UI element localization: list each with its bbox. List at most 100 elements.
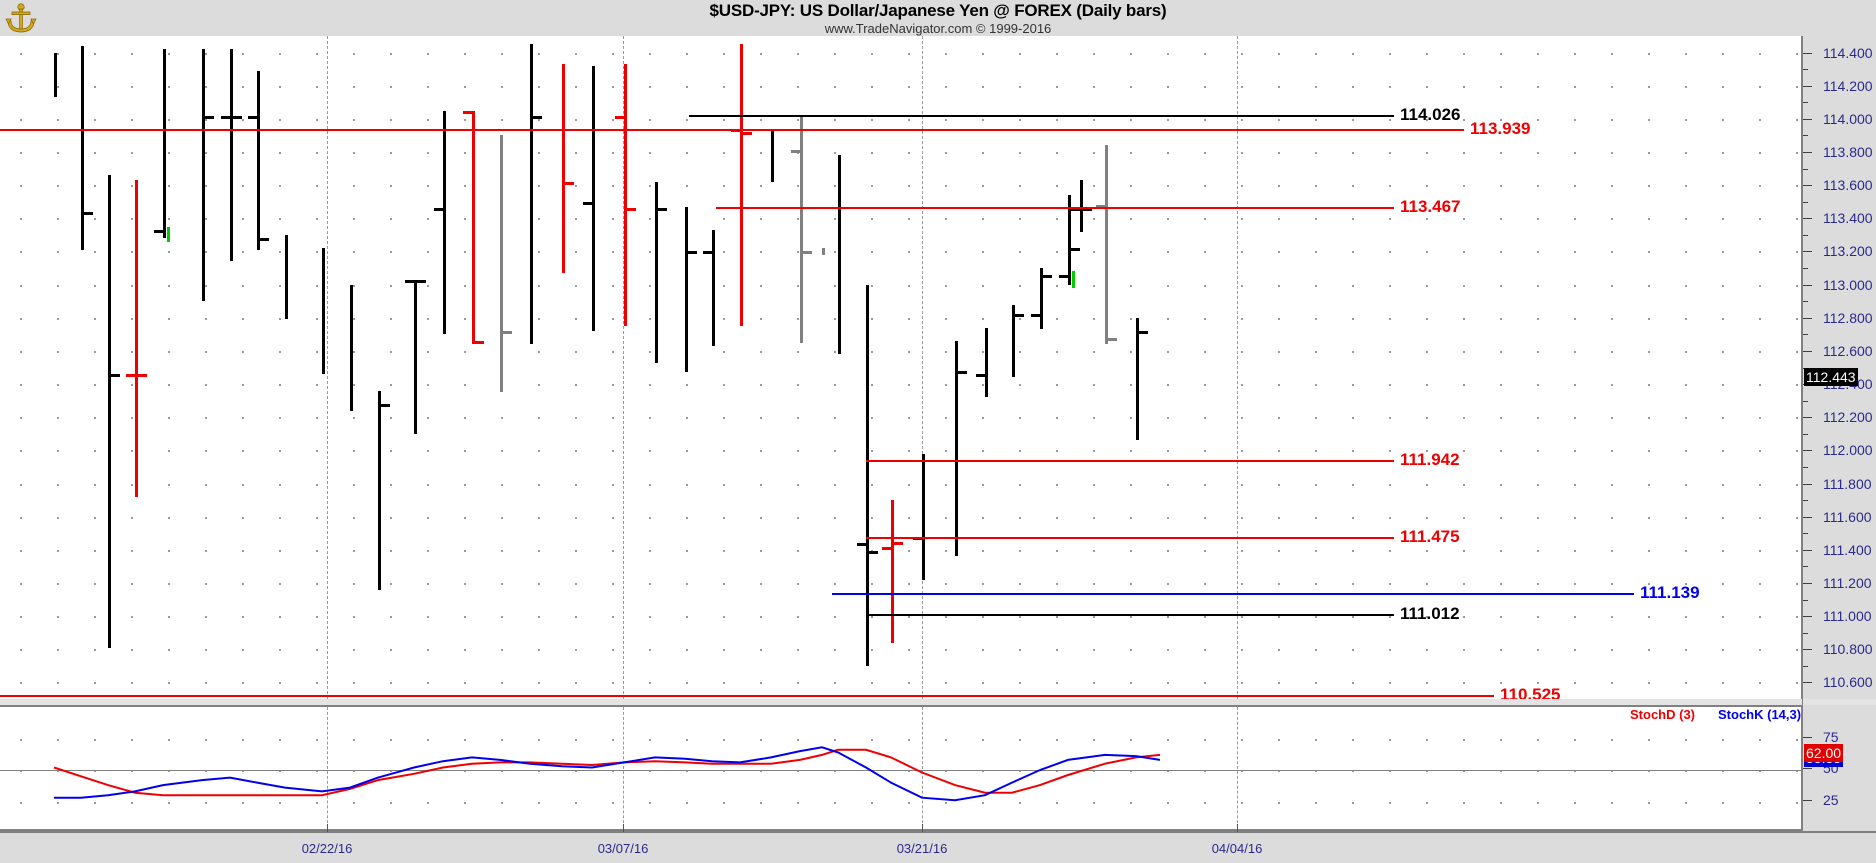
ohlc-bar[interactable] — [500, 135, 503, 393]
price-level-line[interactable] — [716, 207, 1394, 210]
price-level-line[interactable] — [866, 459, 1394, 462]
ohlc-bar[interactable] — [414, 279, 417, 434]
price-axis-tick-label: 111.400 — [1823, 541, 1872, 558]
grid-dot — [1204, 85, 1206, 88]
grid-dot — [945, 152, 947, 155]
grid-dot — [797, 801, 799, 804]
price-level-line[interactable] — [866, 614, 1394, 617]
ohlc-bar[interactable] — [655, 181, 658, 363]
ohlc-bar[interactable] — [54, 52, 57, 98]
ohlc-bar[interactable] — [1136, 317, 1139, 441]
ohlc-bar[interactable] — [771, 128, 774, 182]
ohlc-bar[interactable] — [472, 110, 475, 345]
ohlc-bar[interactable] — [202, 49, 205, 302]
grid-dot — [1278, 682, 1280, 685]
grid-dot — [205, 350, 207, 353]
price-axis[interactable]: 114.400 114.200 114.000 113.800 113.600 113.4… — [1802, 36, 1876, 831]
grid-dot — [205, 384, 207, 387]
grid-dot — [20, 582, 22, 585]
grid-dot — [390, 118, 392, 121]
ohlc-bar[interactable] — [838, 155, 841, 355]
ohlc-bar[interactable] — [624, 64, 627, 327]
grid-dot — [1648, 616, 1650, 619]
ohlc-bar[interactable] — [866, 284, 869, 666]
grid-dot — [1500, 185, 1502, 188]
grid-dot — [1611, 649, 1613, 652]
grid-dot — [1500, 417, 1502, 420]
ohlc-bar[interactable] — [922, 453, 925, 580]
grid-dot — [575, 549, 577, 552]
grid-dot — [538, 152, 540, 155]
grid-dot — [1574, 770, 1576, 772]
grid-dot — [1685, 185, 1687, 188]
ohlc-bar[interactable] — [891, 500, 894, 643]
grid-dot — [1722, 770, 1724, 772]
ohlc-bar[interactable] — [800, 115, 803, 343]
grid-dot — [168, 284, 170, 287]
grid-dot — [797, 384, 799, 387]
ohlc-bar[interactable] — [1072, 271, 1075, 288]
grid-dot — [57, 450, 59, 453]
grid-dot — [1722, 152, 1724, 155]
grid-dot — [1722, 251, 1724, 254]
grid-dot — [834, 218, 836, 221]
grid-dot — [1093, 350, 1095, 353]
ohlc-bar[interactable] — [230, 49, 233, 262]
ohlc-bar[interactable] — [108, 175, 111, 648]
grid-dot — [205, 616, 207, 619]
ohlc-bar[interactable] — [135, 180, 138, 497]
ohlc-bar[interactable] — [443, 110, 446, 335]
price-level-line[interactable] — [866, 537, 1394, 540]
grid-dot — [94, 649, 96, 652]
grid-dot — [1056, 649, 1058, 652]
grid-dot — [1648, 582, 1650, 585]
ohlc-bar[interactable] — [257, 70, 260, 250]
ohlc-bar[interactable] — [1105, 145, 1108, 345]
grid-dot — [982, 483, 984, 486]
ohlc-bar[interactable] — [985, 327, 988, 398]
price-level-line[interactable] — [832, 593, 1634, 596]
stoch-legend-item[interactable]: StochK (14,3) — [1718, 707, 1802, 722]
ohlc-bar[interactable] — [1012, 304, 1015, 378]
ohlc-bar[interactable] — [592, 65, 595, 332]
stoch-legend-item[interactable]: StochD (3) — [1630, 707, 1695, 722]
ohlc-bar[interactable] — [955, 340, 958, 557]
ohlc-bar[interactable] — [378, 390, 381, 590]
grid-dot — [242, 350, 244, 353]
ohlc-bar[interactable] — [1040, 268, 1043, 330]
ohlc-bar[interactable] — [322, 248, 325, 375]
grid-dot — [1759, 317, 1761, 320]
ohlc-bar[interactable] — [685, 206, 688, 373]
grid-dot — [1278, 218, 1280, 221]
grid-dot — [390, 284, 392, 287]
grid-dot — [1093, 85, 1095, 88]
ohlc-bar[interactable] — [822, 248, 825, 255]
ohlc-bar[interactable] — [285, 234, 288, 320]
ohlc-bar[interactable] — [562, 64, 565, 274]
price-level-line[interactable] — [0, 694, 1494, 697]
ohlc-bar[interactable] — [167, 226, 170, 242]
stochastic-pane[interactable]: StochD (3) StochK (14,3) — [0, 705, 1802, 831]
grid-dot — [1315, 516, 1317, 519]
grid-dot — [168, 218, 170, 221]
price-level-line[interactable] — [0, 128, 1464, 131]
grid-dot — [797, 450, 799, 453]
ohlc-bar[interactable] — [530, 44, 533, 345]
grid-dot — [168, 770, 170, 772]
ohlc-bar[interactable] — [81, 45, 84, 250]
ohlc-bar[interactable] — [1068, 195, 1071, 285]
price-chart-pane[interactable]: 114.026 113.939 113.467 111.942 111.475 111.1… — [0, 36, 1802, 699]
ohlc-bar[interactable] — [740, 44, 743, 327]
ohlc-bar[interactable] — [163, 49, 166, 239]
date-axis[interactable]: 02/22/16 03/07/16 03/21/16 04/04/16 — [0, 824, 1876, 863]
grid-dot — [871, 616, 873, 619]
grid-dot — [1463, 616, 1465, 619]
grid-dot — [94, 152, 96, 155]
ohlc-bar[interactable] — [1080, 180, 1083, 232]
ohlc-bar[interactable] — [350, 284, 353, 411]
grid-dot — [242, 801, 244, 804]
grid-dot — [612, 317, 614, 320]
ohlc-bar[interactable] — [712, 229, 715, 346]
price-level-line[interactable] — [689, 114, 1394, 117]
date-axis-tick — [922, 824, 923, 832]
